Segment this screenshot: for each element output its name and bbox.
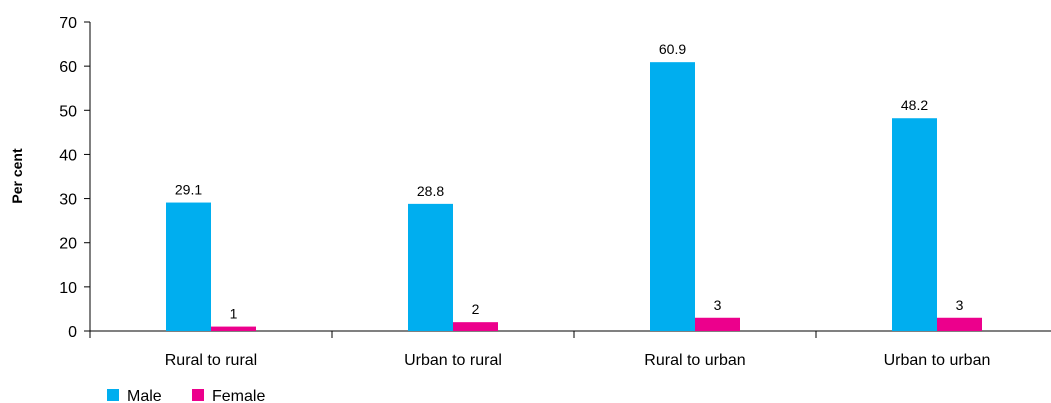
y-axis-label: Per cent: [9, 148, 25, 204]
y-tick-label: 20: [59, 236, 77, 253]
bar-male: [166, 202, 211, 331]
data-label: 60.9: [659, 41, 686, 57]
bar-female: [453, 322, 498, 331]
legend: Male Female: [107, 388, 265, 403]
legend-swatch: [107, 389, 119, 401]
bar-male: [408, 203, 453, 331]
y-tick-label: 30: [59, 192, 77, 209]
bars: 29.1 28.8 60.9 48.2 1 2 3 3: [166, 41, 982, 332]
y-tick-label: 10: [59, 280, 77, 297]
x-axis: Rural to rural Urban to rural Rural to urb…: [89, 330, 1051, 369]
x-tick-label: Rural to urban: [644, 352, 745, 369]
bar-female: [937, 317, 982, 331]
bar-female: [211, 326, 256, 331]
y-tick-label: 0: [68, 324, 77, 341]
data-label: 29.1: [175, 182, 202, 198]
bar-male: [650, 62, 695, 332]
data-label: 1: [230, 306, 238, 322]
legend-swatch: [192, 389, 204, 401]
y-tick-label: 70: [59, 15, 77, 32]
data-label: 28.8: [417, 183, 444, 199]
data-label: 3: [956, 297, 964, 313]
y-tick-label: 50: [59, 103, 77, 120]
x-tick-label: Rural to rural: [165, 352, 257, 369]
legend-label: Male: [127, 388, 162, 403]
data-label: 2: [472, 301, 480, 317]
x-tick-label: Urban to rural: [404, 352, 502, 369]
y-tick-label: 60: [59, 59, 77, 76]
data-label: 48.2: [901, 97, 928, 113]
bar-male: [892, 118, 937, 331]
bar-female: [695, 317, 740, 331]
y-tick-label: 40: [59, 147, 77, 164]
x-tick-label: Urban to urban: [884, 352, 991, 369]
data-label: 3: [714, 297, 722, 313]
y-axis: 0 10 20 30 40 50 60 70: [59, 15, 91, 341]
legend-label: Female: [212, 388, 265, 403]
